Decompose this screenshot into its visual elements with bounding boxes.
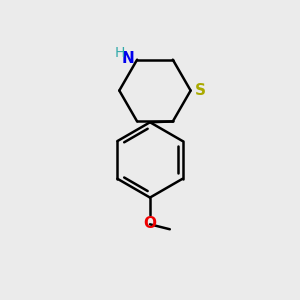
Text: H: H [115,46,125,60]
Text: S: S [195,83,206,98]
Text: O: O [143,216,157,231]
Text: N: N [122,51,134,66]
